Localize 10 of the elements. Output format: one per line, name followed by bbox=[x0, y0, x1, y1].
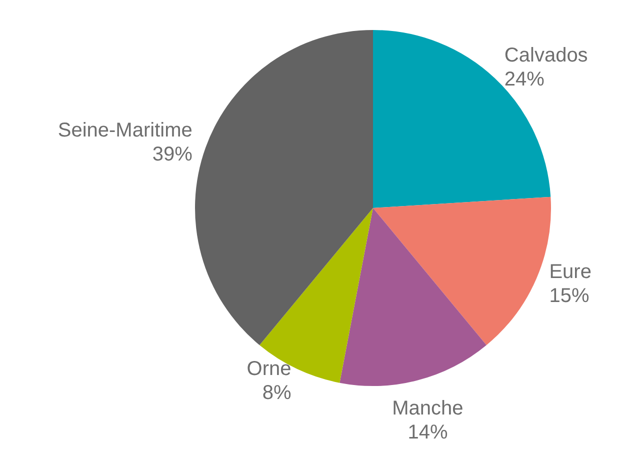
slice-label: Calvados bbox=[504, 44, 588, 67]
slice-label: Seine-Maritime bbox=[58, 119, 192, 142]
data-label: 39% bbox=[152, 143, 193, 166]
data-label: 24% bbox=[504, 68, 545, 91]
data-label: 8% bbox=[262, 382, 292, 404]
slice-label: Manche bbox=[392, 398, 464, 420]
slice-label: Eure bbox=[549, 260, 592, 283]
data-label: 14% bbox=[408, 422, 448, 444]
slice-label: Orne bbox=[246, 358, 292, 380]
data-label: 15% bbox=[549, 284, 590, 307]
